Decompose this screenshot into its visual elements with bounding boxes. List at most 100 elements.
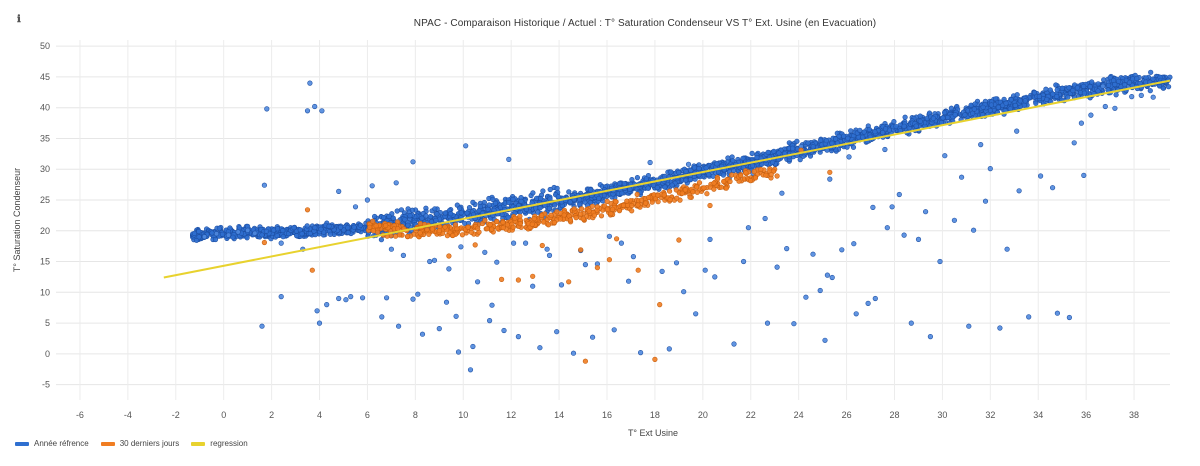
reference-point xyxy=(487,318,493,324)
reference-point xyxy=(225,232,232,238)
reference-point xyxy=(1112,81,1118,88)
reference-point xyxy=(861,129,867,135)
last-30-days-point xyxy=(557,216,564,222)
last-30-days-point xyxy=(679,190,685,196)
last-30-days-point xyxy=(446,253,452,259)
legend-item-reference-year[interactable]: Année réfrence xyxy=(15,439,89,448)
reference-point xyxy=(278,294,284,300)
reference-point xyxy=(882,146,888,153)
reference-point xyxy=(345,230,351,236)
reference-point xyxy=(803,294,809,300)
x-tick-label: 28 xyxy=(889,410,899,420)
reference-point xyxy=(1014,92,1020,98)
reference-point xyxy=(274,233,280,239)
reference-point xyxy=(1031,90,1038,96)
x-tick-label: 10 xyxy=(458,410,468,420)
last-30-days-point xyxy=(495,225,501,231)
reference-point xyxy=(352,204,359,210)
y-tick-label: 50 xyxy=(40,41,50,51)
last-30-days-point xyxy=(723,185,729,191)
last-30-days-point xyxy=(727,178,733,185)
reference-point xyxy=(398,207,405,213)
last-30-days-point xyxy=(694,189,700,195)
last-30-days-point xyxy=(429,226,436,232)
legend-item-last-30-days[interactable]: 30 derniers jours xyxy=(100,439,180,448)
reference-point xyxy=(1089,79,1095,85)
reference-point xyxy=(410,159,416,165)
last-30-days-point xyxy=(666,188,673,194)
reference-point xyxy=(884,225,890,231)
last-30-days-point xyxy=(638,197,645,203)
reference-point xyxy=(1044,96,1050,102)
legend-swatch-last-30-days xyxy=(100,441,115,446)
reference-point xyxy=(1070,87,1076,94)
legend-item-regression[interactable]: regression xyxy=(191,439,248,448)
last-30-days-point xyxy=(655,192,661,198)
last-30-days-point xyxy=(567,217,574,223)
last-30-days-point xyxy=(405,233,411,239)
last-30-days-point xyxy=(512,215,518,221)
reference-point xyxy=(880,130,886,136)
reference-point xyxy=(209,230,215,236)
reference-point xyxy=(1095,81,1101,87)
reference-point xyxy=(762,215,768,222)
legend-label-last-30-days: 30 derniers jours xyxy=(119,439,180,448)
info-icon[interactable]: ℹ xyxy=(17,14,21,25)
last-30-days-point xyxy=(566,279,572,285)
reference-point xyxy=(1054,93,1060,99)
reference-point xyxy=(971,106,977,112)
last-30-days-point xyxy=(747,178,754,184)
reference-point xyxy=(1081,172,1087,178)
last-30-days-point xyxy=(827,169,833,175)
x-tick-label: 36 xyxy=(1081,410,1091,420)
last-30-days-point xyxy=(624,198,630,204)
last-30-days-point xyxy=(613,236,620,242)
reference-point xyxy=(201,234,208,240)
reference-point xyxy=(865,300,871,307)
last-30-days-point xyxy=(500,225,506,231)
x-tick-label: 20 xyxy=(698,410,708,420)
reference-point xyxy=(348,294,354,300)
x-tick-label: 2 xyxy=(269,410,274,420)
last-30-days-point xyxy=(472,242,478,248)
reference-point xyxy=(245,227,251,233)
reference-point xyxy=(606,233,613,239)
reference-point xyxy=(386,213,392,219)
reference-point xyxy=(829,274,835,281)
reference-point xyxy=(432,206,438,212)
reference-point xyxy=(577,201,583,207)
reference-point xyxy=(659,268,665,275)
reference-point xyxy=(324,302,330,308)
x-tick-label: 18 xyxy=(650,410,660,420)
x-tick-label: 32 xyxy=(985,410,995,420)
reference-point xyxy=(970,227,977,233)
reference-point xyxy=(754,154,760,161)
reference-point xyxy=(1066,314,1072,321)
reference-point xyxy=(902,114,908,120)
reference-point xyxy=(995,104,1001,110)
reference-point xyxy=(427,258,433,265)
reference-point xyxy=(922,209,929,215)
last-30-days-point xyxy=(690,189,696,195)
reference-point xyxy=(688,167,694,173)
reference-point xyxy=(458,244,464,250)
reference-point xyxy=(942,153,948,159)
last-30-days-point xyxy=(367,224,373,230)
reference-point xyxy=(589,334,596,340)
reference-point xyxy=(1014,128,1020,134)
last-30-days-point xyxy=(487,222,493,228)
reference-point xyxy=(304,108,311,114)
reference-point xyxy=(982,198,989,204)
reference-point xyxy=(776,150,782,156)
reference-point xyxy=(423,213,429,219)
reference-point xyxy=(467,367,474,373)
reference-point xyxy=(980,104,986,110)
reference-point xyxy=(314,308,320,314)
reference-point xyxy=(702,267,708,273)
x-axis-title: T° Ext Usine xyxy=(628,428,678,438)
reference-point xyxy=(312,103,318,110)
reference-point xyxy=(997,325,1003,331)
reference-point xyxy=(552,202,558,208)
reference-point xyxy=(1129,93,1135,100)
reference-point xyxy=(818,137,824,143)
